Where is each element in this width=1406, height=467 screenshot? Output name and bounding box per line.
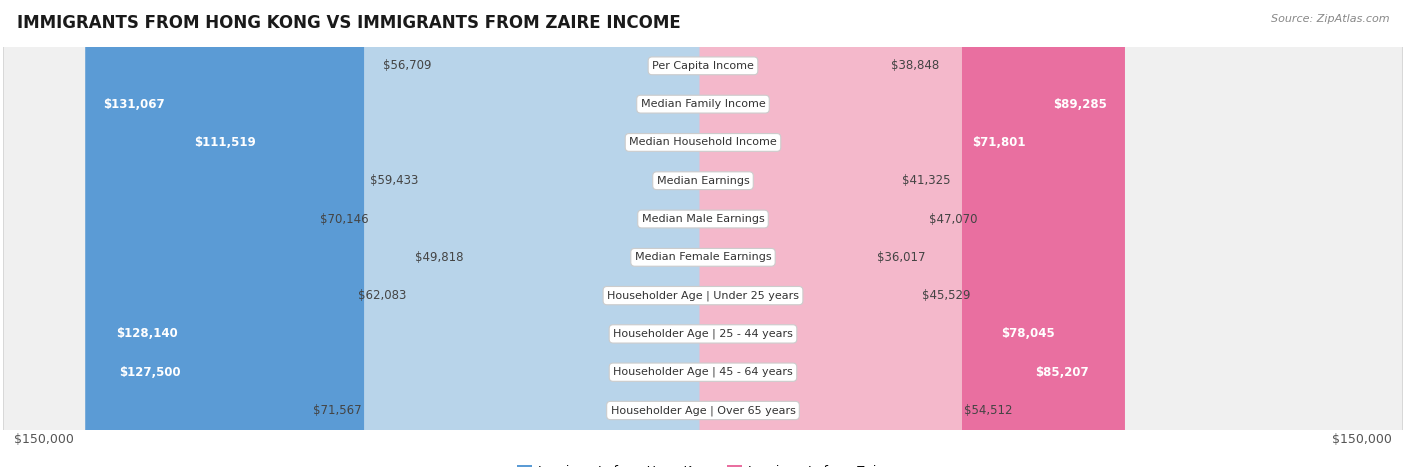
FancyBboxPatch shape: [371, 0, 707, 467]
FancyBboxPatch shape: [700, 0, 927, 467]
Text: $62,083: $62,083: [359, 289, 406, 302]
Text: Householder Age | Under 25 years: Householder Age | Under 25 years: [607, 290, 799, 301]
FancyBboxPatch shape: [700, 0, 962, 467]
FancyBboxPatch shape: [4, 0, 1402, 467]
Text: Median Family Income: Median Family Income: [641, 99, 765, 109]
FancyBboxPatch shape: [420, 0, 707, 467]
FancyBboxPatch shape: [700, 0, 1043, 467]
FancyBboxPatch shape: [86, 0, 707, 467]
Text: Median Earnings: Median Earnings: [657, 176, 749, 186]
Text: Householder Age | 25 - 44 years: Householder Age | 25 - 44 years: [613, 329, 793, 339]
Text: $56,709: $56,709: [382, 59, 432, 72]
Legend: Immigrants from Hong Kong, Immigrants from Zaire: Immigrants from Hong Kong, Immigrants fr…: [512, 460, 894, 467]
FancyBboxPatch shape: [4, 0, 1402, 467]
FancyBboxPatch shape: [700, 0, 920, 467]
Text: $70,146: $70,146: [321, 212, 368, 226]
Text: $36,017: $36,017: [877, 251, 927, 264]
Text: $85,207: $85,207: [1035, 366, 1088, 379]
Text: $128,140: $128,140: [117, 327, 179, 340]
Text: $127,500: $127,500: [120, 366, 181, 379]
FancyBboxPatch shape: [4, 0, 1402, 467]
FancyBboxPatch shape: [98, 0, 707, 467]
Text: $71,567: $71,567: [314, 404, 361, 417]
Text: Householder Age | Over 65 years: Householder Age | Over 65 years: [610, 405, 796, 416]
FancyBboxPatch shape: [700, 0, 1125, 467]
FancyBboxPatch shape: [700, 0, 1073, 467]
Text: Householder Age | 45 - 64 years: Householder Age | 45 - 64 years: [613, 367, 793, 377]
Text: $78,045: $78,045: [1001, 327, 1054, 340]
Text: $150,000: $150,000: [14, 433, 75, 446]
FancyBboxPatch shape: [700, 0, 889, 467]
FancyBboxPatch shape: [4, 0, 1402, 467]
FancyBboxPatch shape: [700, 0, 900, 467]
Text: $71,801: $71,801: [972, 136, 1025, 149]
FancyBboxPatch shape: [4, 0, 1402, 467]
Text: $59,433: $59,433: [370, 174, 419, 187]
Text: $150,000: $150,000: [1331, 433, 1392, 446]
Text: $47,070: $47,070: [929, 212, 977, 226]
Text: $41,325: $41,325: [903, 174, 950, 187]
FancyBboxPatch shape: [433, 0, 707, 467]
FancyBboxPatch shape: [4, 0, 1402, 467]
FancyBboxPatch shape: [4, 0, 1402, 467]
Text: Median Male Earnings: Median Male Earnings: [641, 214, 765, 224]
Text: $54,512: $54,512: [965, 404, 1012, 417]
Text: Source: ZipAtlas.com: Source: ZipAtlas.com: [1271, 14, 1389, 24]
FancyBboxPatch shape: [4, 0, 1402, 467]
FancyBboxPatch shape: [103, 0, 707, 467]
Text: Median Female Earnings: Median Female Earnings: [634, 252, 772, 262]
Text: Median Household Income: Median Household Income: [628, 137, 778, 148]
Text: $38,848: $38,848: [890, 59, 939, 72]
FancyBboxPatch shape: [409, 0, 707, 467]
Text: $111,519: $111,519: [194, 136, 256, 149]
Text: $131,067: $131,067: [103, 98, 165, 111]
Text: IMMIGRANTS FROM HONG KONG VS IMMIGRANTS FROM ZAIRE INCOME: IMMIGRANTS FROM HONG KONG VS IMMIGRANTS …: [17, 14, 681, 32]
Text: Per Capita Income: Per Capita Income: [652, 61, 754, 71]
FancyBboxPatch shape: [364, 0, 707, 467]
FancyBboxPatch shape: [465, 0, 707, 467]
Text: $49,818: $49,818: [415, 251, 464, 264]
Text: $45,529: $45,529: [922, 289, 970, 302]
FancyBboxPatch shape: [4, 0, 1402, 467]
FancyBboxPatch shape: [177, 0, 707, 467]
FancyBboxPatch shape: [4, 0, 1402, 467]
FancyBboxPatch shape: [700, 0, 876, 467]
FancyBboxPatch shape: [700, 0, 1107, 467]
Text: $89,285: $89,285: [1053, 98, 1108, 111]
